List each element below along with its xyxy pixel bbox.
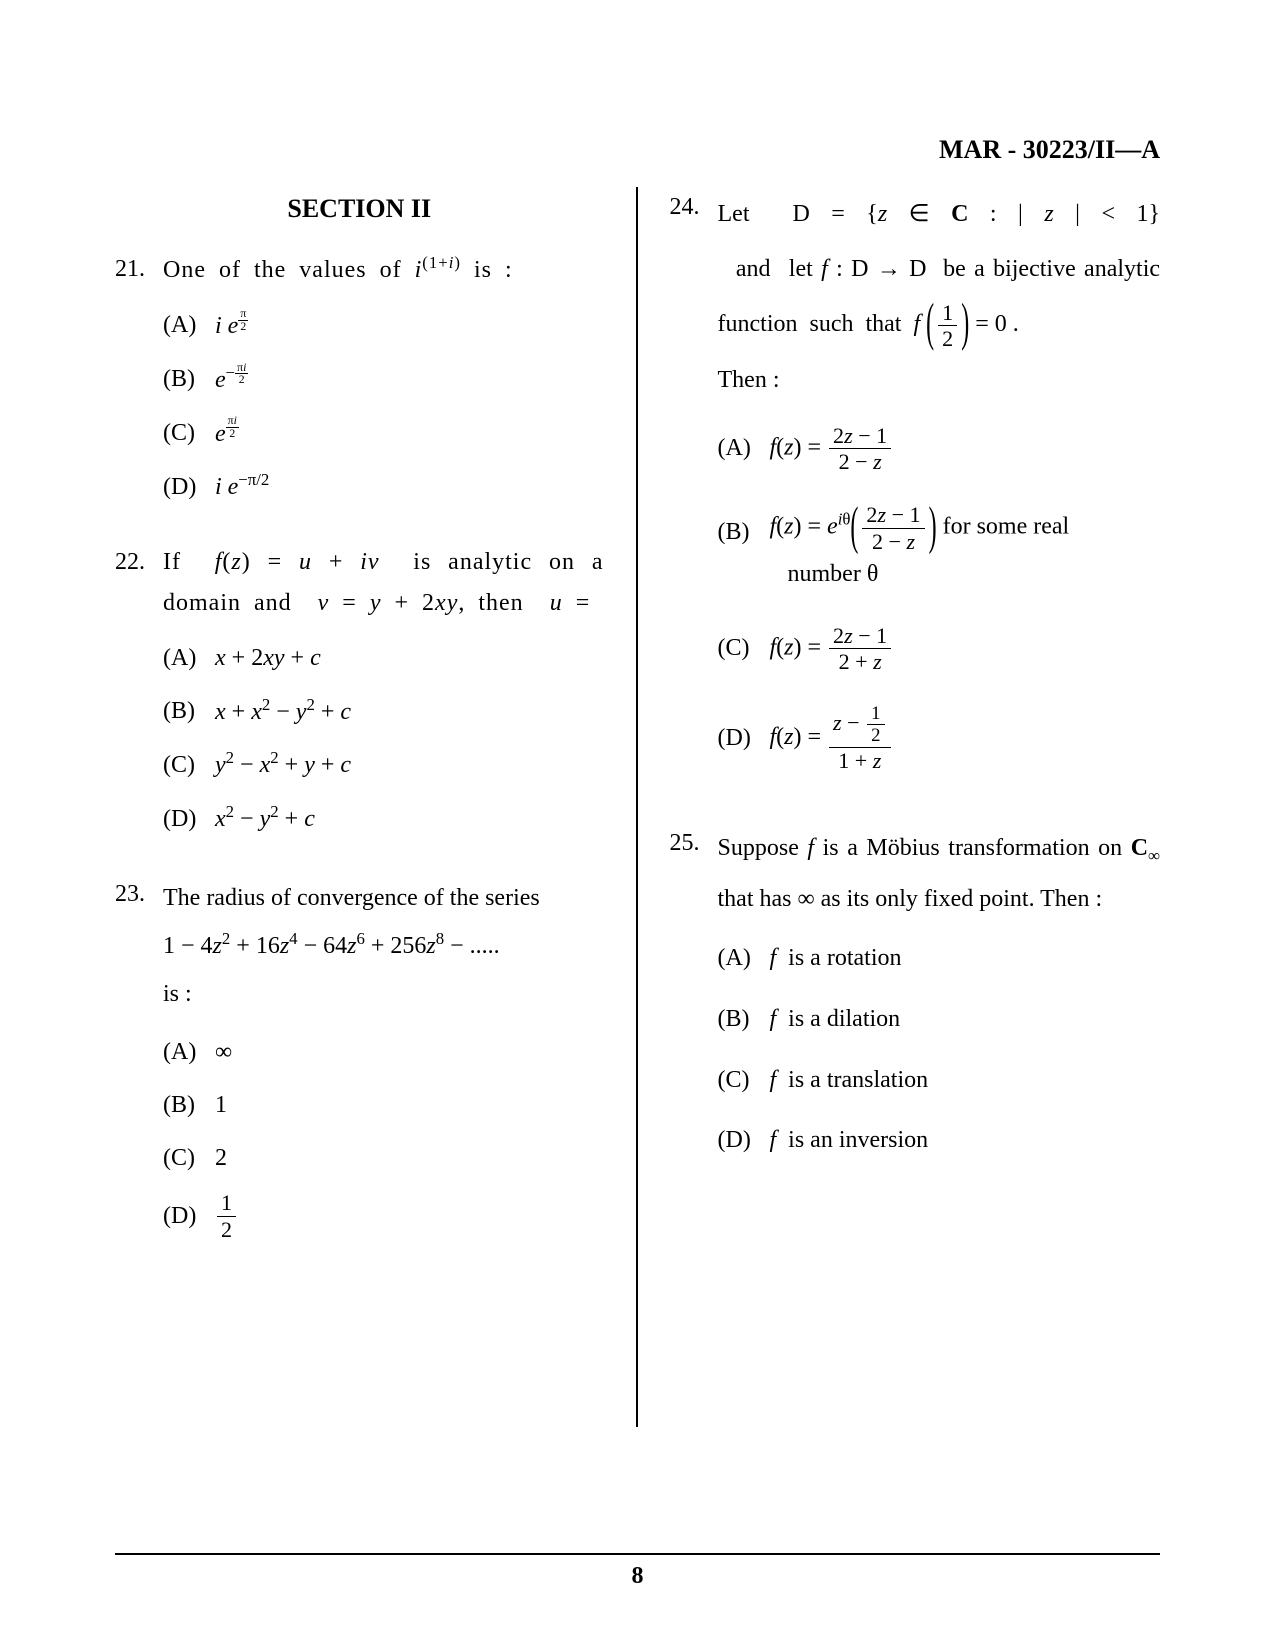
option-value: f(z) = z − 121 + z [770, 703, 1161, 774]
option-a: (A)i eπ2 [163, 305, 604, 347]
question-23: 23. The radius of convergence of the ser… [115, 874, 604, 1254]
option-c: (C)2 [163, 1138, 604, 1179]
question-text: The radius of convergence of the series1… [163, 874, 604, 1018]
page-header: MAR - 30223/II—A [939, 135, 1160, 165]
option-value: 12 [215, 1190, 604, 1242]
exam-page: MAR - 30223/II—A SECTION II 21. One of t… [0, 0, 1275, 1650]
option-label: (A) [163, 305, 215, 346]
question-25: 25. Suppose f is a Möbius transformation… [670, 823, 1161, 1181]
option-b: (B)f is a dilation [718, 999, 1161, 1040]
option-label: (C) [163, 413, 215, 454]
option-label: (B) [718, 999, 770, 1040]
option-label: (D) [718, 718, 770, 759]
option-label: (C) [163, 1138, 215, 1179]
option-value: f is a rotation [770, 938, 1161, 979]
option-value: f is a translation [770, 1060, 1161, 1101]
option-d: (D)i e−π/2 [163, 466, 604, 508]
question-number: 24. [670, 187, 718, 801]
option-c: (C)f is a translation [718, 1060, 1161, 1101]
right-column: 24. Let D = {z ∈ C : | z | < 1} and let … [638, 187, 1161, 1427]
left-column: SECTION II 21. One of the values of i(1+… [115, 187, 638, 1427]
option-value: f(z) = 2z − 12 − z [770, 423, 1161, 475]
option-value: f is a dilation [770, 999, 1161, 1040]
question-text: One of the values of i(1+i) is : [163, 249, 604, 291]
option-value: e−πi2 [215, 359, 604, 401]
option-label: (C) [718, 1060, 770, 1101]
option-b: (B)e−πi2 [163, 359, 604, 401]
option-label: (A) [718, 428, 770, 469]
option-label: (B) [163, 691, 215, 732]
option-value: 1 [215, 1085, 604, 1126]
option-label: (D) [163, 467, 215, 508]
question-text: If f(z) = u + iv is analytic on a domain… [163, 542, 604, 624]
option-b: (B)1 [163, 1085, 604, 1126]
option-c: (C)f(z) = 2z − 12 + z [718, 623, 1161, 675]
question-22: 22. If f(z) = u + iv is analytic on a do… [115, 542, 604, 852]
question-21: 21. One of the values of i(1+i) is : (A)… [115, 249, 604, 520]
option-label: (D) [163, 799, 215, 840]
option-value: eπi2 [215, 413, 604, 455]
option-a: (A)∞ [163, 1032, 604, 1073]
option-c: (C)y2 − x2 + y + c [163, 744, 604, 786]
option-label: (A) [163, 638, 215, 679]
question-body: Let D = {z ∈ C : | z | < 1} and let f : … [718, 187, 1161, 801]
options: (A)∞ (B)1 (C)2 (D)12 [163, 1032, 604, 1242]
option-label: (B) [718, 502, 770, 553]
option-label: (D) [718, 1120, 770, 1161]
question-body: One of the values of i(1+i) is : (A)i eπ… [163, 249, 604, 520]
option-label: (C) [163, 745, 215, 786]
question-number: 21. [115, 249, 163, 520]
option-label: (A) [163, 1032, 215, 1073]
option-c: (C)eπi2 [163, 413, 604, 455]
option-label: (A) [718, 938, 770, 979]
option-value: y2 − x2 + y + c [215, 744, 604, 786]
option-value: 2 [215, 1138, 604, 1179]
option-d: (D)x2 − y2 + c [163, 798, 604, 840]
option-label: (B) [163, 359, 215, 400]
option-b: (B)x + x2 − y2 + c [163, 691, 604, 733]
question-number: 25. [670, 823, 718, 1181]
option-value: f(z) = eiθ(2z − 12 − z) for some real nu… [770, 502, 1161, 595]
option-a: (A)f(z) = 2z − 12 − z [718, 423, 1161, 475]
content-area: SECTION II 21. One of the values of i(1+… [115, 187, 1160, 1427]
question-24: 24. Let D = {z ∈ C : | z | < 1} and let … [670, 187, 1161, 801]
question-body: The radius of convergence of the series1… [163, 874, 604, 1254]
question-text: Suppose f is a Möbius transformation on … [718, 823, 1161, 924]
option-label: (D) [163, 1196, 215, 1237]
question-number: 22. [115, 542, 163, 852]
question-text: Let D = {z ∈ C : | z | < 1} and let f : … [718, 187, 1161, 409]
option-value: ∞ [215, 1032, 604, 1073]
options: (A)f is a rotation (B)f is a dilation (C… [718, 938, 1161, 1161]
option-value: i e−π/2 [215, 466, 604, 508]
option-a: (A)x + 2xy + c [163, 638, 604, 679]
option-value: x + 2xy + c [215, 638, 604, 679]
option-value: x + x2 − y2 + c [215, 691, 604, 733]
options: (A)f(z) = 2z − 12 − z (B)f(z) = eiθ(2z −… [718, 423, 1161, 774]
option-label: (C) [718, 628, 770, 669]
options: (A)i eπ2 (B)e−πi2 (C)eπi2 (D)i e−π/2 [163, 305, 604, 508]
options: (A)x + 2xy + c (B)x + x2 − y2 + c (C)y2 … [163, 638, 604, 840]
question-number: 23. [115, 874, 163, 1254]
question-body: Suppose f is a Möbius transformation on … [718, 823, 1161, 1181]
option-d: (D)f is an inversion [718, 1120, 1161, 1161]
option-value: x2 − y2 + c [215, 798, 604, 840]
option-a: (A)f is a rotation [718, 938, 1161, 979]
option-label: (B) [163, 1085, 215, 1126]
option-value: i eπ2 [215, 305, 604, 347]
bottom-rule [115, 1553, 1160, 1555]
option-d: (D)f(z) = z − 121 + z [718, 703, 1161, 774]
option-value: f(z) = 2z − 12 + z [770, 623, 1161, 675]
option-value: f is an inversion [770, 1120, 1161, 1161]
section-title: SECTION II [115, 187, 604, 231]
option-d: (D)12 [163, 1190, 604, 1242]
page-number: 8 [0, 1563, 1275, 1590]
option-b: (B)f(z) = eiθ(2z − 12 − z) for some real… [718, 502, 1161, 595]
question-body: If f(z) = u + iv is analytic on a domain… [163, 542, 604, 852]
